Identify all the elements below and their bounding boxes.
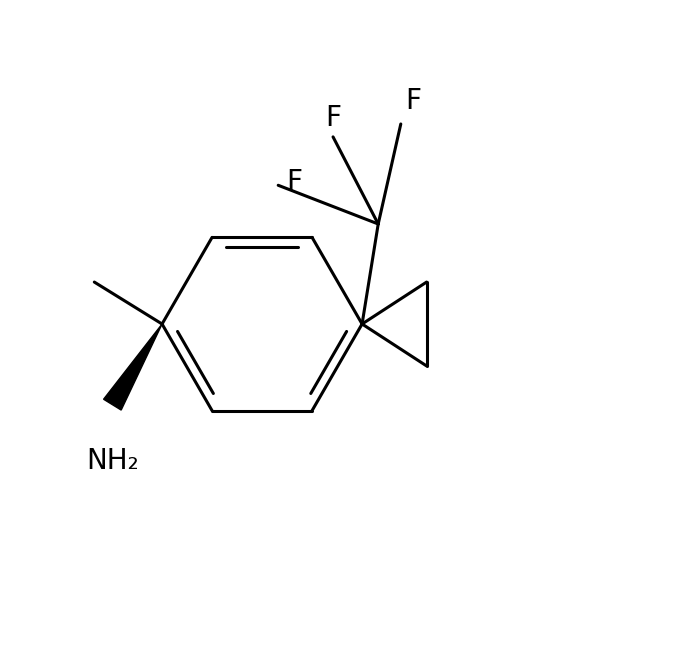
- Text: F: F: [405, 87, 422, 115]
- Polygon shape: [104, 324, 162, 410]
- Text: F: F: [325, 104, 341, 132]
- Text: F: F: [287, 168, 302, 196]
- Text: NH₂: NH₂: [86, 446, 139, 474]
